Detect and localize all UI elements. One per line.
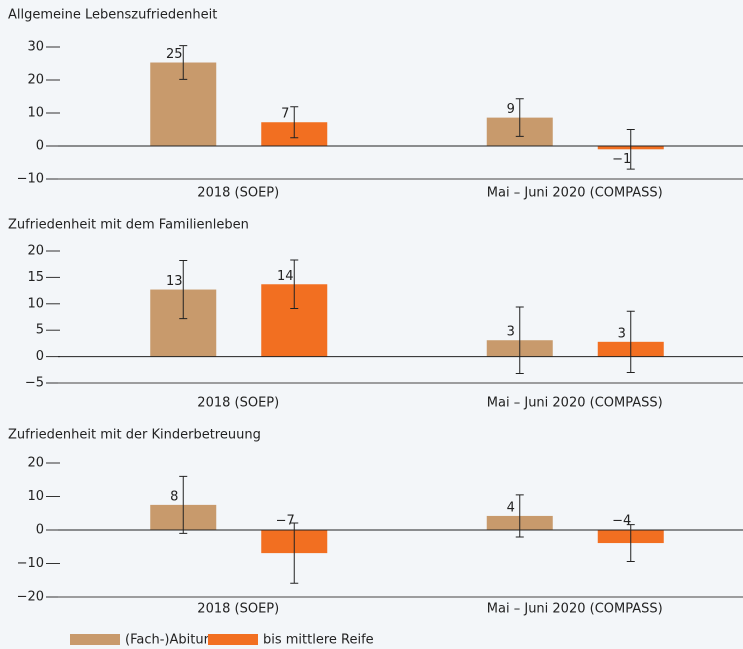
error-bar [179, 260, 188, 320]
x-tick-label: 2018 (SOEP) [197, 186, 279, 201]
error-bar [290, 106, 299, 139]
legend-label: (Fach-)Abitur [125, 633, 210, 648]
panel-title: Zufriedenheit mit der Kinderbetreuung [8, 428, 261, 443]
error-bar [179, 45, 188, 80]
x-tick-label: 2018 (SOEP) [197, 396, 279, 411]
y-tick-label: 10 [27, 296, 44, 311]
y-tick-label: 15 [27, 270, 44, 285]
y-tick-label: −10 [17, 556, 44, 571]
error-bar [179, 475, 188, 534]
x-tick-label: Mai – Juni 2020 (COMPASS) [487, 186, 663, 201]
y-tick-label: 20 [27, 244, 44, 259]
y-tick-label: 0 [36, 139, 44, 154]
x-tick-label: Mai – Juni 2020 (COMPASS) [487, 396, 663, 411]
y-tick-label: −20 [17, 590, 44, 605]
legend-label: bis mittlere Reife [263, 633, 374, 648]
panel-title: Allgemeine Lebenszufriedenheit [8, 8, 217, 23]
value-label: 3 [507, 325, 515, 340]
error-bar [626, 310, 635, 373]
error-bar [515, 98, 524, 137]
y-tick-label: 5 [36, 323, 44, 338]
y-tick-label: −5 [25, 376, 44, 391]
y-tick-label: 20 [27, 73, 44, 88]
y-tick-label: −10 [17, 172, 44, 187]
value-label: 4 [507, 500, 515, 515]
value-label: −4 [612, 514, 631, 529]
panel-title: Zufriedenheit mit dem Familienleben [8, 218, 249, 233]
value-label: −1 [612, 152, 631, 167]
x-tick-label: 2018 (SOEP) [197, 602, 279, 617]
value-label: 13 [166, 274, 183, 289]
y-tick-label: 0 [36, 523, 44, 538]
y-tick-label: 20 [27, 456, 44, 471]
legend-swatch [70, 634, 120, 645]
value-label: 3 [618, 326, 626, 341]
value-label: 14 [277, 269, 294, 284]
value-label: 7 [281, 107, 289, 122]
error-bar [515, 306, 524, 374]
value-label: 8 [170, 489, 178, 504]
error-bar [290, 522, 299, 584]
error-bar [626, 524, 635, 562]
value-label: −7 [276, 514, 295, 529]
error-bar [290, 259, 299, 310]
y-tick-label: 10 [27, 106, 44, 121]
x-tick-label: Mai – Juni 2020 (COMPASS) [487, 602, 663, 617]
legend-swatch [208, 634, 258, 645]
y-tick-label: 30 [27, 40, 44, 55]
y-tick-label: 0 [36, 349, 44, 364]
value-label: 25 [166, 47, 183, 62]
value-label: 9 [507, 102, 515, 117]
y-tick-label: 10 [27, 489, 44, 504]
error-bar [626, 129, 635, 170]
